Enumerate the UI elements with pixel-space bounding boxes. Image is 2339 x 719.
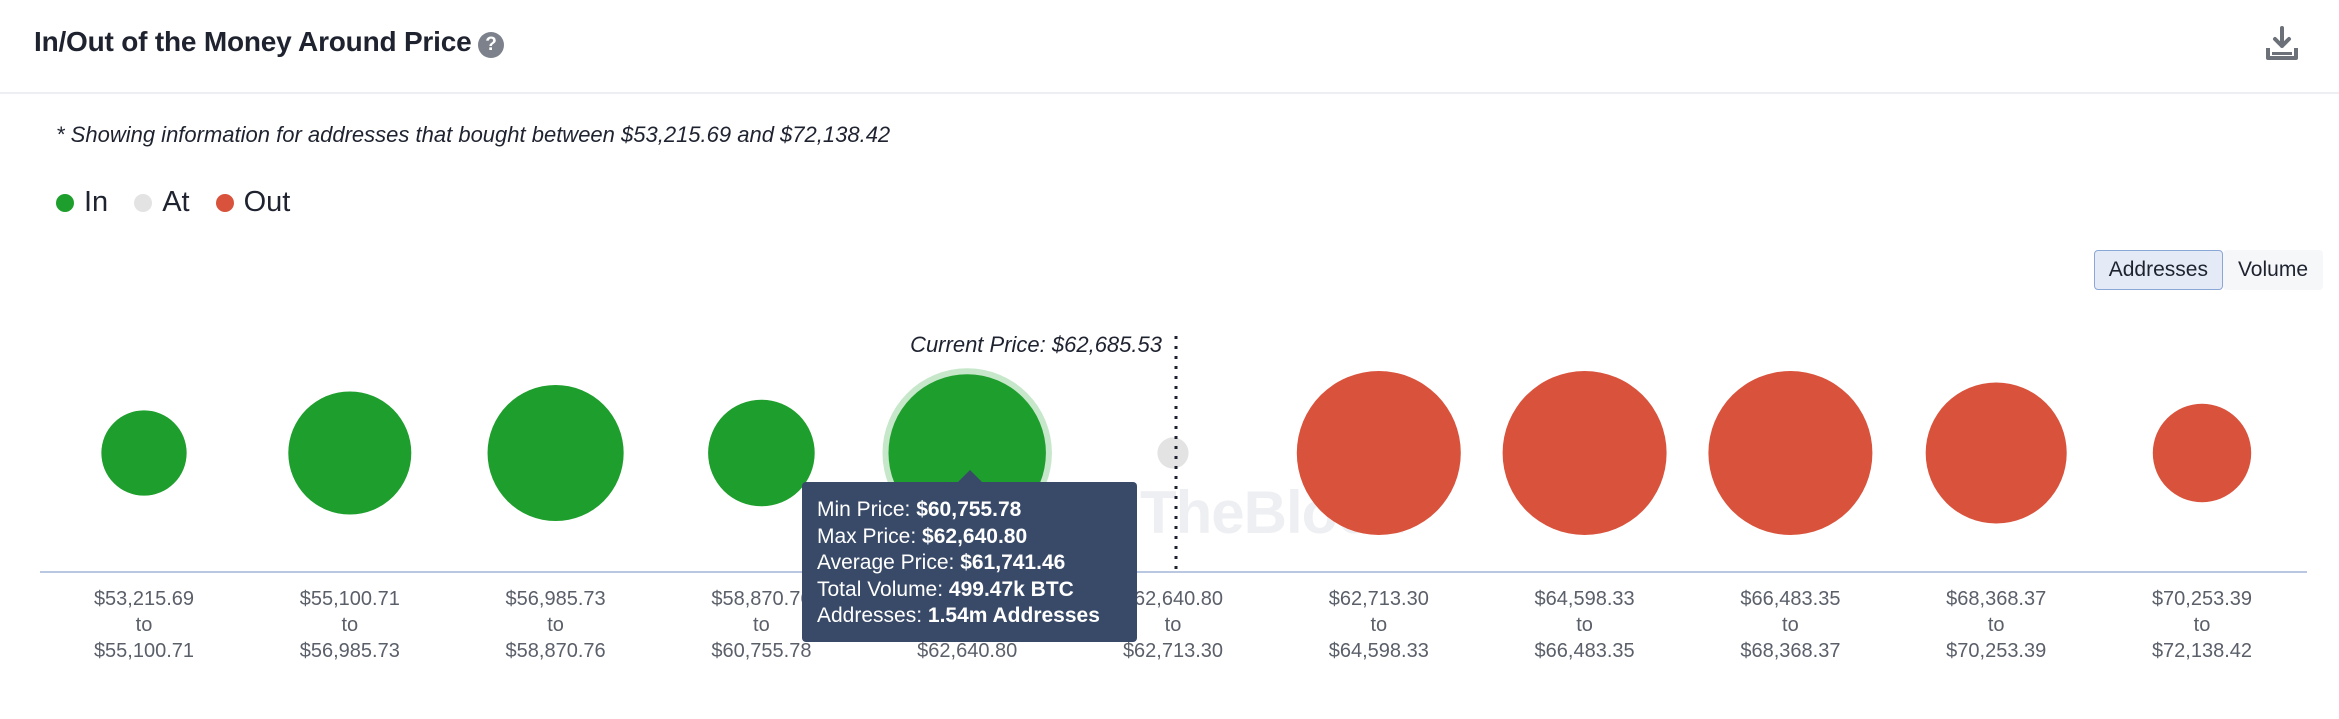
x-tick-label: $72,138.42	[2152, 640, 2252, 662]
tooltip-total-volume: Total Volume: 499.47k BTC	[817, 577, 1074, 601]
bubble-out[interactable]	[2152, 403, 2252, 503]
x-tick-label: to	[1370, 614, 1387, 636]
x-tick-label: $64,598.33	[1329, 640, 1429, 662]
bubble-in[interactable]	[487, 384, 624, 522]
x-tick-label: to	[1576, 614, 1593, 636]
x-tick-label: $62,713.30	[1123, 640, 1223, 662]
tooltip-average-price: Average Price: $61,741.46	[817, 551, 1066, 574]
chart-legend: In At Out	[56, 186, 316, 219]
bubble-in[interactable]	[101, 410, 187, 496]
x-tick-label: $53,215.69	[94, 588, 194, 610]
x-tick-label: $55,100.71	[300, 588, 400, 610]
legend-item-at[interactable]: At	[134, 186, 190, 219]
x-tick-label: $66,483.35	[1535, 640, 1635, 662]
x-tick-label: $58,870.76	[711, 588, 811, 610]
bubble-chart: $53,215.69 to $55,100.71 $55,100.71 to $56,98…	[40, 336, 2307, 662]
x-tick-label: $58,870.76	[506, 640, 606, 662]
x-tick-label: $62,640.80	[1123, 588, 1223, 610]
legend-label-out: Out	[243, 186, 291, 218]
x-tick-label: $56,985.73	[506, 588, 606, 610]
bubble-out[interactable]	[1296, 371, 1461, 535]
legend-label-in: In	[84, 186, 109, 218]
legend-label-at: At	[162, 186, 190, 218]
x-tick-label: $62,713.30	[1329, 588, 1429, 610]
tooltip-max-price: Max Price: $62,640.80	[817, 524, 1028, 548]
x-tick-label: $62,640.80	[917, 640, 1017, 662]
bubble-in[interactable]	[288, 391, 412, 515]
legend-dot-at	[134, 193, 153, 212]
bubble-out[interactable]	[1708, 371, 1873, 535]
legend-dot-out	[215, 193, 234, 212]
metric-toggle: Addresses Volume	[2093, 250, 2323, 290]
addresses-toggle-button[interactable]: Addresses	[2093, 250, 2223, 290]
x-tick-label: to	[2194, 614, 2211, 636]
legend-dot-in	[56, 193, 74, 212]
x-tick-label: to	[341, 614, 358, 636]
legend-item-out[interactable]: Out	[215, 186, 291, 219]
x-tick-label: $55,100.71	[94, 640, 194, 662]
chart-header: In/Out of the Money Around Price ?	[0, 0, 2339, 94]
x-tick-label: $66,483.35	[1740, 588, 1840, 610]
x-tick-label: $68,368.37	[1946, 588, 2046, 610]
bubble-at[interactable]	[1157, 437, 1189, 469]
x-tick-label: $70,253.39	[2152, 588, 2252, 610]
tooltip-min-price: Min Price: $60,755.78	[817, 498, 1022, 521]
x-tick-label: $70,253.39	[1946, 640, 2046, 662]
x-tick-label: to	[136, 614, 153, 636]
x-tick-label: to	[753, 614, 770, 636]
bubble-out[interactable]	[1925, 382, 2067, 524]
x-tick-label: $56,985.73	[300, 640, 400, 662]
current-price-label: Current Price: $62,685.53	[910, 332, 1162, 357]
bubble-out[interactable]	[1502, 371, 1667, 535]
x-tick-label: to	[1165, 614, 1182, 636]
bubble-in[interactable]	[708, 399, 815, 507]
x-tick-label: $64,598.33	[1535, 588, 1635, 610]
range-note: * Showing information for addresses that…	[56, 122, 891, 147]
tooltip-addresses: Addresses: 1.54m Addresses	[817, 604, 1100, 627]
x-tick-label: $60,755.78	[711, 640, 811, 662]
page-title: In/Out of the Money Around Price	[34, 26, 472, 57]
x-tick-label: to	[1782, 614, 1799, 636]
x-tick-label: $68,368.37	[1740, 640, 1840, 662]
volume-toggle-button[interactable]: Volume	[2222, 250, 2323, 290]
bubble-tooltip: Min Price: $60,755.78 Max Price: $62,640…	[802, 470, 1137, 642]
x-tick-label: to	[547, 614, 564, 636]
x-tick-label: to	[1988, 614, 2005, 636]
download-icon[interactable]	[2263, 24, 2301, 64]
question-circle-icon[interactable]: ?	[478, 32, 504, 58]
legend-item-in[interactable]: In	[56, 186, 108, 219]
